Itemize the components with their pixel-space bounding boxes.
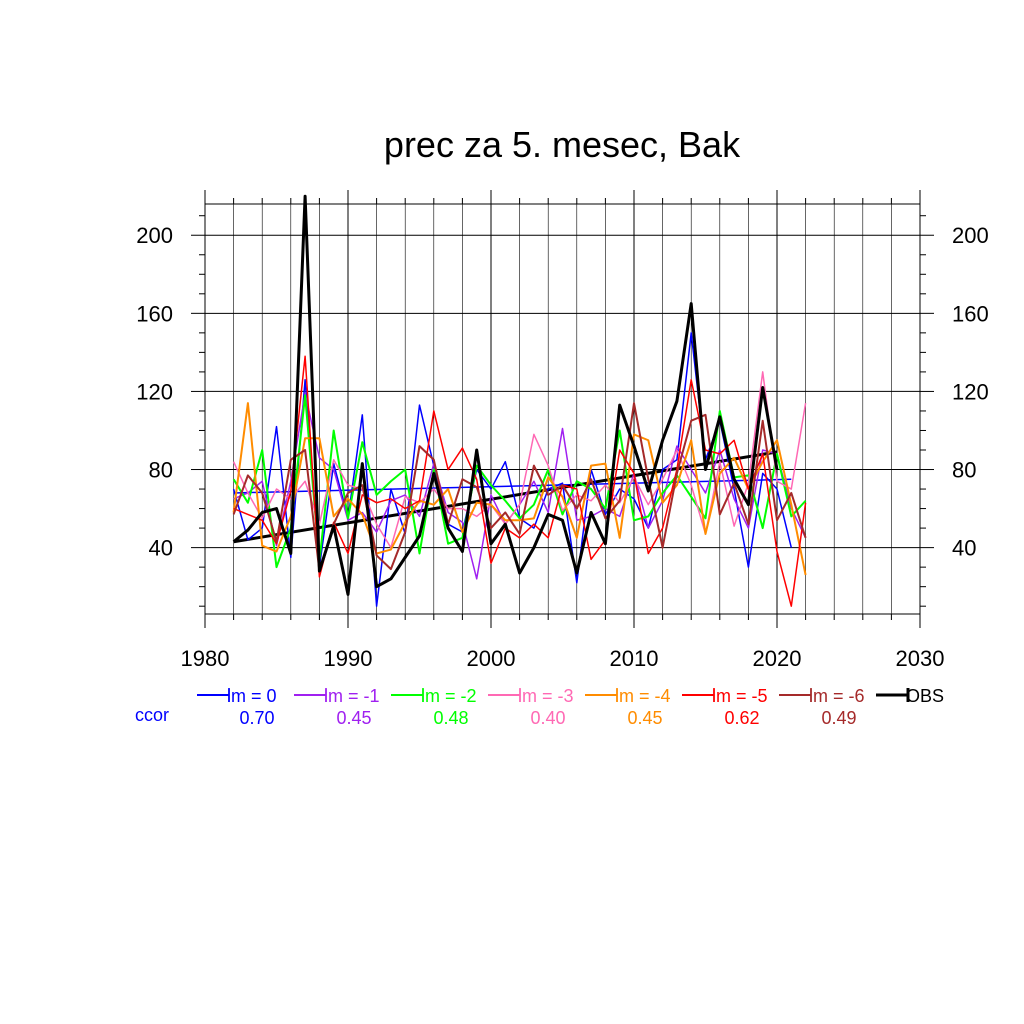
ccor-value: 0.48 xyxy=(433,708,468,728)
ccor-value: 0.45 xyxy=(336,708,371,728)
legend: lm = 0 lm = -1 lm = -2 lm = -3 lm = -4 lm = -… xyxy=(197,686,944,706)
legend-label: lm = -2 xyxy=(421,686,477,706)
y-tick-label: 120 xyxy=(136,379,173,404)
data-series xyxy=(232,194,807,607)
legend-label: lm = -4 xyxy=(615,686,671,706)
y-tick-label: 80 xyxy=(149,458,173,483)
chart-title: prec za 5. mesec, Bak xyxy=(384,124,741,165)
y-tick-label: 40 xyxy=(149,536,173,561)
series-line-7 xyxy=(232,194,779,596)
ccor-value: 0.70 xyxy=(239,708,274,728)
plot-frame xyxy=(204,203,921,615)
y-tick-label: 200 xyxy=(136,223,173,248)
ccor-value: 0.49 xyxy=(821,708,856,728)
y-tick-label: 160 xyxy=(136,301,173,326)
x-tick-label: 2010 xyxy=(610,646,659,671)
axes: 1980 1990 2000 2010 2020 2030 40 40 80 80 120 120 16… xyxy=(136,190,989,671)
legend-label: lm = -3 xyxy=(518,686,574,706)
legend-label: lm = -1 xyxy=(324,686,380,706)
x-tick-label: 2020 xyxy=(753,646,802,671)
legend-label: OBS xyxy=(906,686,944,706)
x-tick-label: 2030 xyxy=(896,646,945,671)
y-tick-label-right: 200 xyxy=(952,223,989,248)
ccor-values: 0.70 0.45 0.48 0.40 0.45 0.62 0.49 xyxy=(239,708,856,728)
y-tick-label-right: 80 xyxy=(952,458,976,483)
x-tick-label: 1990 xyxy=(324,646,373,671)
legend-label: lm = 0 xyxy=(227,686,277,706)
ccor-label: ccor xyxy=(135,705,169,725)
y-tick-label-right: 120 xyxy=(952,379,989,404)
grid xyxy=(205,204,920,614)
legend-label: lm = -6 xyxy=(809,686,865,706)
series-line-4 xyxy=(232,402,807,576)
x-tick-label: 1980 xyxy=(181,646,230,671)
ccor-value: 0.45 xyxy=(627,708,662,728)
x-tick-label: 2000 xyxy=(467,646,516,671)
series-line-2 xyxy=(232,394,807,569)
y-tick-label-right: 160 xyxy=(952,301,989,326)
legend-label: lm = -5 xyxy=(712,686,768,706)
ccor-value: 0.62 xyxy=(724,708,759,728)
y-tick-label-right: 40 xyxy=(952,536,976,561)
ccor-value: 0.40 xyxy=(530,708,565,728)
